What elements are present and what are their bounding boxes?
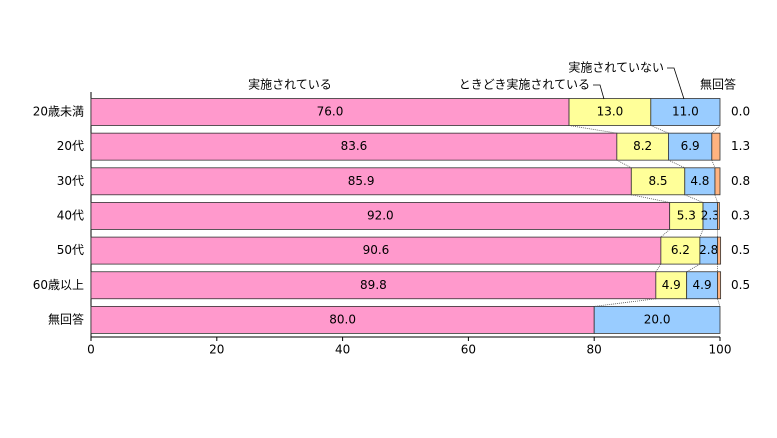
legend-label: 無回答 xyxy=(700,77,736,92)
connector xyxy=(717,298,721,307)
connector xyxy=(631,194,670,203)
connector xyxy=(616,159,632,169)
bar-segment xyxy=(90,167,632,196)
value-label: 85.9 xyxy=(348,174,375,188)
bar-segment xyxy=(650,98,721,126)
x-tick-label: 40 xyxy=(335,343,350,357)
value-label: 4.9 xyxy=(693,278,712,292)
y-tick-label: 60歳以上 xyxy=(33,278,84,292)
x-tick-label: 80 xyxy=(587,343,602,357)
connector xyxy=(568,125,617,134)
value-label: 80.0 xyxy=(329,312,356,326)
bar-segment xyxy=(655,271,688,300)
y-tick-label: 無回答 xyxy=(48,311,84,326)
value-label: 20.0 xyxy=(644,312,671,326)
value-label: 2.8 xyxy=(699,243,718,257)
bar-segment xyxy=(668,132,713,161)
legend-label: 実施されている xyxy=(248,77,332,92)
connector xyxy=(684,194,704,203)
connector xyxy=(711,125,721,134)
connector xyxy=(711,159,716,168)
value-label: 6.9 xyxy=(681,139,700,153)
bar-segment xyxy=(90,271,657,300)
x-tick-label: 100 xyxy=(709,343,732,357)
value-label: 0.8 xyxy=(731,174,750,188)
value-label: 4.9 xyxy=(662,278,681,292)
value-label: 8.2 xyxy=(633,139,652,153)
connector xyxy=(594,298,656,307)
bar-segment xyxy=(717,271,722,300)
legend-label: 実施されていない xyxy=(568,60,664,75)
bar-segment xyxy=(593,305,721,334)
bar-segment xyxy=(686,271,718,300)
value-label: 76.0 xyxy=(317,105,344,119)
connector xyxy=(668,159,685,169)
value-label: 13.0 xyxy=(597,105,624,119)
y-tick-label: 30代 xyxy=(57,174,84,188)
y-tick-label: 20代 xyxy=(57,139,84,153)
value-label: 89.8 xyxy=(360,278,387,292)
connector xyxy=(686,263,701,273)
connector xyxy=(660,229,670,238)
connector xyxy=(650,125,669,134)
legend-label: ときどき実施されている xyxy=(459,77,590,92)
y-tick-label: 40代 xyxy=(57,208,84,222)
connector xyxy=(699,229,704,238)
value-label: 6.2 xyxy=(671,243,690,257)
value-label: 1.3 xyxy=(731,139,750,153)
value-label: 4.8 xyxy=(690,174,709,188)
leader xyxy=(593,84,605,100)
bar-segment xyxy=(669,202,704,230)
bar-segment xyxy=(717,236,722,265)
bar-segment xyxy=(714,167,721,196)
value-label: 2.3 xyxy=(701,208,720,222)
leader xyxy=(667,67,685,100)
bar-segment xyxy=(717,202,720,230)
bar-segment xyxy=(90,98,570,126)
bar-segment xyxy=(660,236,701,265)
bar-segment xyxy=(711,132,721,161)
bar-segment xyxy=(630,167,686,196)
bar-segment xyxy=(90,305,595,334)
connector xyxy=(655,263,662,272)
bar-segment xyxy=(568,98,652,126)
x-tick-label: 0 xyxy=(87,343,95,357)
bar-segment xyxy=(90,236,662,265)
value-label: 83.6 xyxy=(341,139,368,153)
value-label: 0.0 xyxy=(731,105,750,119)
value-label: 8.5 xyxy=(648,174,667,188)
value-label: 90.6 xyxy=(363,243,390,257)
value-label: 0.3 xyxy=(731,208,750,222)
value-label: 5.3 xyxy=(677,208,696,222)
x-tick-label: 20 xyxy=(209,343,224,357)
x-tick-label: 60 xyxy=(461,343,476,357)
value-label: 0.5 xyxy=(731,278,750,292)
bar-segment xyxy=(684,167,716,196)
value-label: 11.0 xyxy=(672,105,699,119)
y-tick-label: 50代 xyxy=(57,243,84,257)
value-label: 92.0 xyxy=(367,208,394,222)
connector xyxy=(714,194,718,203)
y-tick-label: 20歳未満 xyxy=(33,105,84,119)
value-label: 0.5 xyxy=(731,243,750,257)
